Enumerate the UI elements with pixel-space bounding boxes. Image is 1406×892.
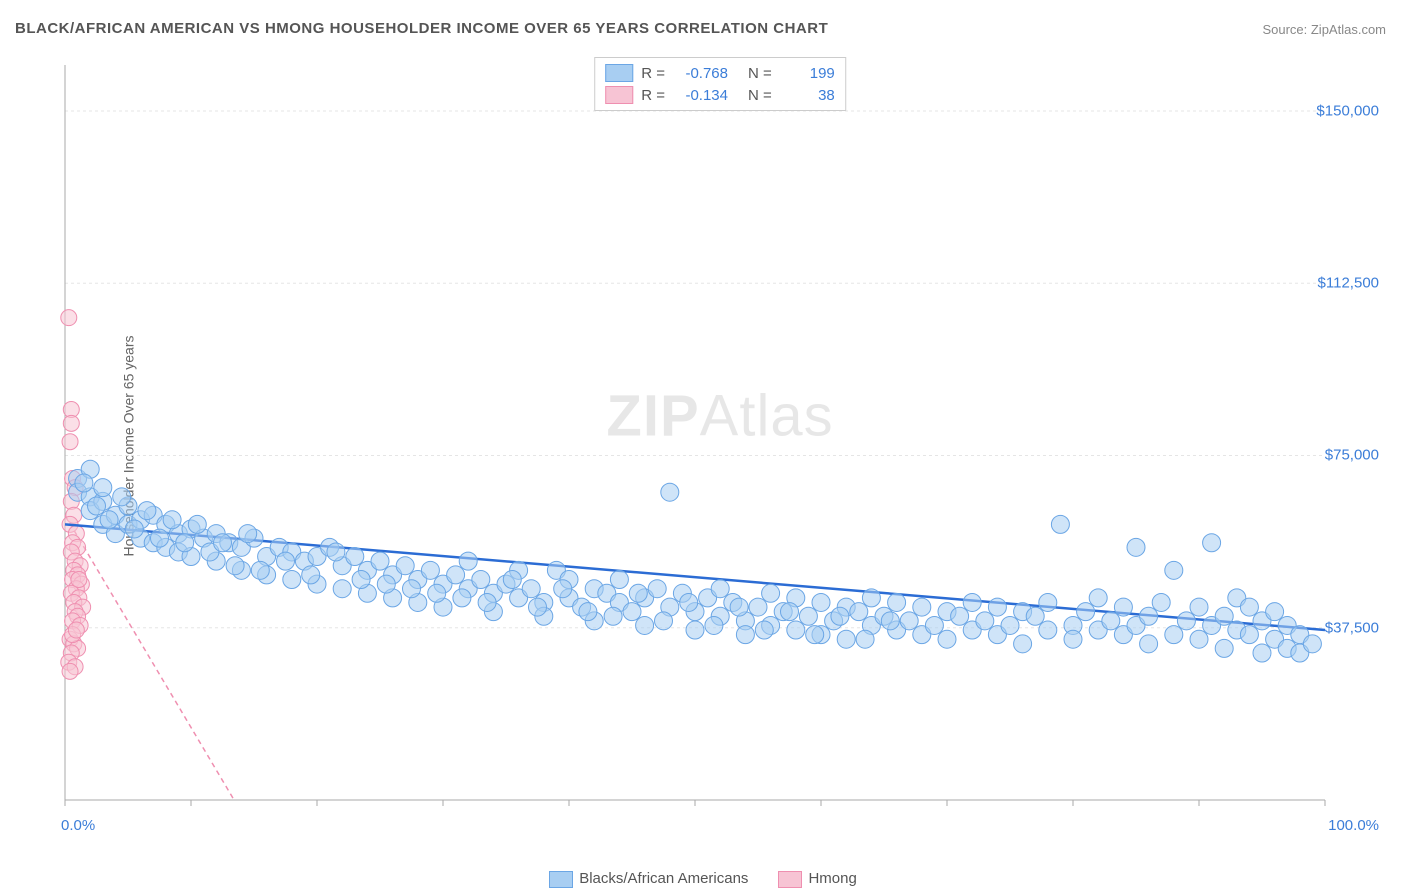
chart-container: BLACK/AFRICAN AMERICAN VS HMONG HOUSEHOL… (0, 0, 1406, 892)
r-value: -0.134 (673, 87, 728, 104)
stats-legend: R = -0.768 N = 199 R = -0.134 N = 38 (594, 57, 846, 111)
n-label: N = (748, 87, 772, 104)
plot-area: ZIPAtlas R =-0.768N =199R =-0.134N =38 0… (55, 55, 1385, 840)
x-axis-max-label: 100.0% (1328, 817, 1379, 834)
y-axis-tick-label: $37,500 (1325, 619, 1379, 636)
r-value: -0.768 (673, 65, 728, 82)
r-label: R = (641, 87, 665, 104)
n-value: 38 (780, 87, 835, 104)
legend-swatch (605, 64, 633, 82)
x-axis-min-label: 0.0% (61, 817, 95, 834)
stats-legend-row: R = -0.134 N = 38 (605, 84, 835, 106)
scatter-chart-svg (55, 55, 1385, 840)
n-value: 199 (780, 65, 835, 82)
y-axis-tick-label: $150,000 (1316, 102, 1379, 119)
source-label: Source: ZipAtlas.com (1262, 22, 1386, 37)
chart-title: BLACK/AFRICAN AMERICAN VS HMONG HOUSEHOL… (15, 20, 828, 37)
n-label: N = (748, 65, 772, 82)
legend-swatch (605, 86, 633, 104)
legend-swatch (549, 871, 573, 888)
r-label: R = (641, 65, 665, 82)
legend-swatch (778, 871, 802, 888)
legend-item: Hmong (778, 870, 856, 888)
y-axis-tick-label: $75,000 (1325, 447, 1379, 464)
y-axis-tick-label: $112,500 (1318, 275, 1379, 292)
legend-item: Blacks/African Americans (549, 870, 748, 888)
series-legend: Blacks/African Americans Hmong (0, 870, 1406, 888)
stats-legend-row: R = -0.768 N = 199 (605, 62, 835, 84)
